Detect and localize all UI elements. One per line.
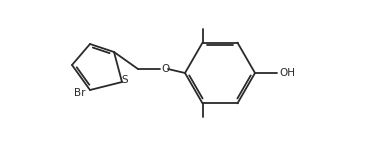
Text: O: O bbox=[161, 64, 169, 74]
Text: S: S bbox=[122, 75, 128, 85]
Text: OH: OH bbox=[279, 68, 295, 78]
Text: Br: Br bbox=[74, 88, 86, 98]
